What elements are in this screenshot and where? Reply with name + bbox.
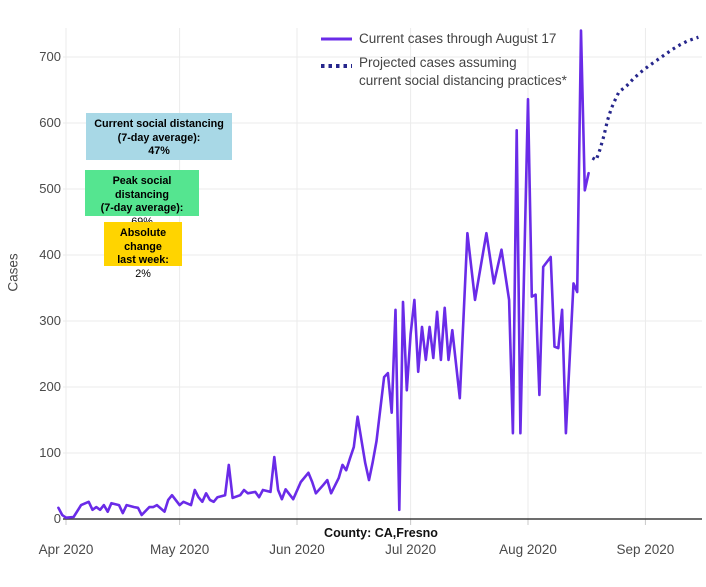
legend-label-current: Current cases through August 17 — [359, 31, 557, 46]
annotation-current-social-distancing: Current social distancing (7-day average… — [86, 113, 232, 160]
annotation-value: 47% — [148, 145, 170, 157]
annotation-absolute-change: Absolute change last week: 2% — [104, 222, 182, 280]
solid-line-swatch-icon — [321, 30, 352, 48]
x-tick-label: Apr 2020 — [38, 542, 94, 557]
legend-label-projected: Projected cases assuming current social … — [359, 55, 567, 88]
annotation-line: last week: — [117, 254, 169, 266]
projected-cases-line — [591, 35, 699, 162]
annotation-line: Current social distancing — [94, 118, 224, 130]
annotation-value: 2% — [135, 267, 151, 280]
x-tick-label: Jun 2020 — [269, 542, 325, 557]
x-axis-title: County: CA,Fresno — [324, 526, 438, 540]
y-tick-label: 500 — [39, 181, 61, 196]
x-tick-label: Jul 2020 — [385, 542, 437, 557]
legend: Current cases through August 17 Projecte… — [321, 30, 567, 96]
legend-item-projected-cases[interactable]: Projected cases assuming current social … — [321, 54, 567, 90]
y-tick-label: 400 — [39, 247, 61, 262]
y-tick-label: 600 — [39, 115, 61, 130]
current-cases-line — [57, 29, 590, 520]
legend-item-current-cases[interactable]: Current cases through August 17 — [321, 30, 567, 48]
y-tick-label: 700 — [39, 49, 61, 64]
annotation-line: Absolute change — [119, 227, 167, 253]
y-tick-label: 200 — [39, 379, 61, 394]
x-tick-label: Aug 2020 — [499, 542, 557, 557]
y-tick-label: 100 — [39, 445, 61, 460]
y-tick-label: 0 — [53, 511, 61, 526]
x-tick-label: May 2020 — [149, 542, 210, 557]
dotted-line-swatch-icon — [321, 54, 352, 72]
annotation-line: Peak social distancing — [112, 175, 172, 201]
annotation-line: (7-day average): — [100, 202, 184, 214]
x-tick-label: Sep 2020 — [616, 542, 675, 557]
annotation-line: (7-day average): — [117, 131, 201, 144]
y-tick-label: 300 — [39, 313, 61, 328]
annotation-peak-social-distancing: Peak social distancing (7-day average): … — [85, 170, 199, 228]
y-axis-title: Cases — [5, 253, 21, 292]
